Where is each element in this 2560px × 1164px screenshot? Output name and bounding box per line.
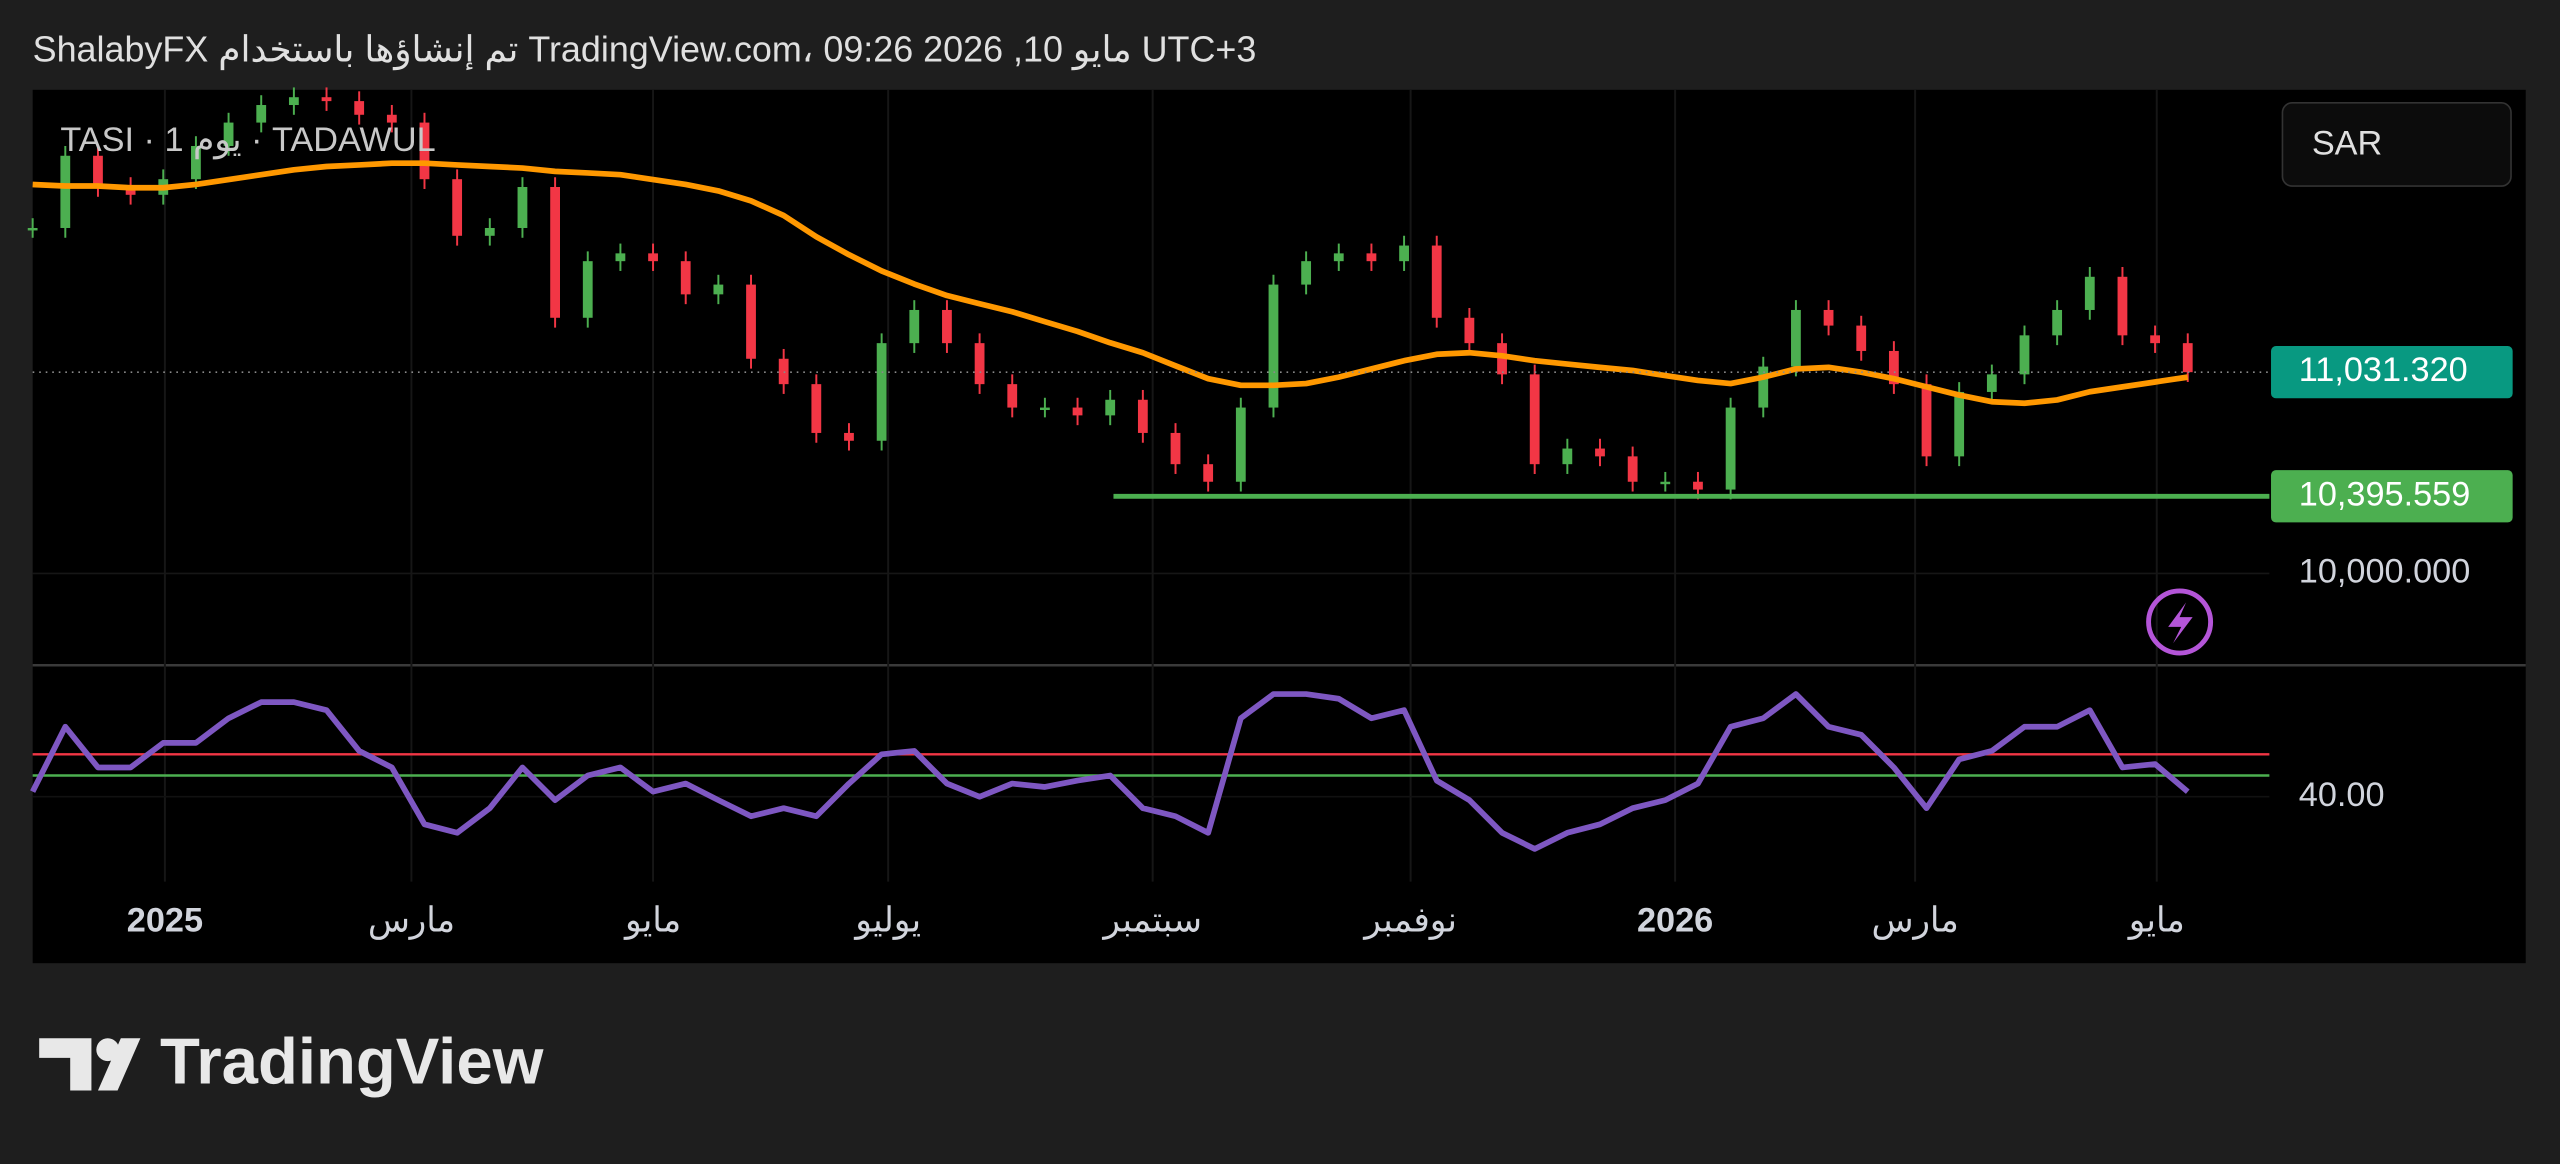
candle (1888, 350, 1899, 385)
last-price-badge (2271, 346, 2513, 399)
candle (1660, 481, 1671, 485)
candle (648, 253, 658, 262)
candle (125, 186, 136, 195)
candle (876, 343, 887, 441)
candle (550, 186, 560, 318)
logo-text: TradingView (160, 1024, 544, 1097)
candle (1856, 325, 1867, 351)
candle (1464, 317, 1475, 344)
x-tick-label: سبتمبر (1101, 901, 1201, 940)
candle (1333, 253, 1344, 262)
candle (1986, 374, 1997, 392)
candle (844, 432, 854, 441)
symbol-legend: TASI · 1 يوم · TADAWUL (60, 121, 435, 160)
candle (1007, 384, 1018, 408)
y-tick-label: 40.00 (2299, 776, 2385, 814)
candle (680, 261, 691, 295)
candle (1791, 309, 1801, 367)
x-tick-label: 2025 (127, 901, 203, 939)
candle (2052, 309, 2063, 336)
candle (909, 309, 920, 344)
candle (1562, 448, 1573, 465)
y-tick-label: 10,000.000 (2299, 553, 2471, 591)
candle (746, 284, 756, 359)
candle (1529, 374, 1540, 465)
candle (1170, 432, 1181, 465)
logo: TradingView (39, 1024, 544, 1097)
candle (974, 343, 985, 385)
candle (256, 105, 267, 123)
level-label: 10,395.559 (2299, 475, 2471, 513)
candle (1137, 399, 1148, 433)
candle (1105, 399, 1116, 416)
candle (1040, 407, 1050, 411)
currency: SAR (2312, 124, 2382, 162)
candle (223, 122, 234, 147)
candle (1725, 407, 1736, 490)
candle (1203, 464, 1214, 482)
candle (811, 384, 822, 433)
candle (1366, 253, 1377, 262)
candle (582, 261, 593, 318)
x-tick-label: مارس (368, 901, 455, 940)
candle (942, 309, 952, 344)
rsi-line (30, 691, 2190, 852)
candle (93, 155, 103, 187)
candle (1301, 261, 1312, 285)
candle (484, 227, 495, 236)
candle (1627, 456, 1638, 482)
candle (354, 101, 365, 115)
currency-box[interactable] (2281, 102, 2512, 187)
candle (2084, 276, 2095, 310)
x-tick-label: مايو (2127, 901, 2185, 940)
candle (288, 97, 299, 106)
x-tick-label: 2026 (1637, 901, 1713, 939)
candle (191, 146, 201, 180)
grid (32, 89, 2270, 882)
candle (386, 114, 397, 123)
candle (2150, 335, 2160, 344)
candle (2019, 335, 2030, 375)
x-tick-label: نوفمبر (1362, 901, 1457, 940)
last-price-label: 11,031.320 (2299, 351, 2468, 389)
candle (1823, 309, 1834, 326)
candle (27, 227, 38, 231)
candle (2182, 343, 2193, 373)
candle (452, 179, 463, 236)
chart-panel (32, 89, 2526, 964)
candle (1758, 366, 1769, 408)
candle (1497, 343, 1507, 375)
candle (1693, 481, 1703, 490)
candle (1431, 245, 1442, 318)
candle (1399, 245, 1409, 262)
x-tick-label: مارس (1872, 901, 1959, 940)
candle (60, 155, 71, 228)
moving-average (32, 160, 2189, 407)
x-tick-label: مايو (623, 901, 681, 940)
candle (1072, 407, 1083, 416)
candle (419, 122, 430, 180)
candle (615, 253, 626, 262)
x-tick-label: يوليو (853, 901, 921, 940)
candle (1921, 384, 1932, 457)
candle (1268, 284, 1279, 408)
lightning-icon[interactable] (2146, 588, 2214, 656)
candle (2117, 276, 2128, 336)
header-title: ShalabyFX تم إنشاؤها باستخدام TradingVie… (33, 29, 1257, 71)
level-badge (2271, 470, 2513, 523)
candle (1235, 407, 1246, 482)
candle (517, 186, 528, 228)
candle (713, 284, 724, 295)
candle (1954, 391, 1965, 457)
candle (1595, 448, 1605, 457)
candle (321, 97, 332, 102)
plot (27, 87, 2270, 852)
